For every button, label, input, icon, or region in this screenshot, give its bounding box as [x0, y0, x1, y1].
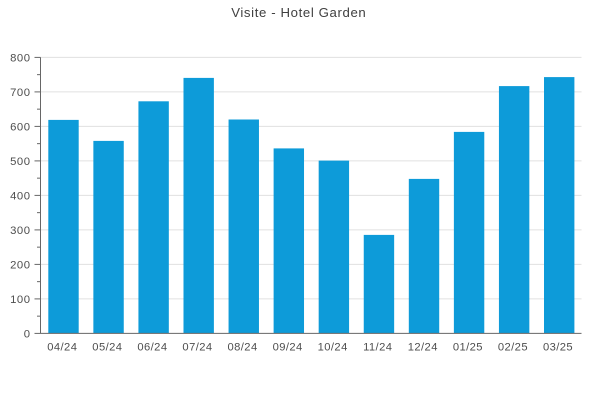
svg-text:06/24: 06/24: [137, 342, 167, 354]
svg-text:500: 500: [10, 156, 30, 168]
svg-text:700: 700: [10, 87, 30, 99]
svg-text:100: 100: [10, 294, 30, 306]
svg-text:0: 0: [24, 328, 31, 340]
svg-text:600: 600: [10, 121, 30, 133]
svg-text:10/24: 10/24: [318, 342, 348, 354]
svg-text:09/24: 09/24: [273, 342, 303, 354]
svg-text:800: 800: [10, 52, 30, 64]
svg-text:01/25: 01/25: [453, 342, 483, 354]
svg-text:200: 200: [10, 259, 30, 271]
svg-text:02/25: 02/25: [498, 342, 528, 354]
svg-text:400: 400: [10, 190, 30, 202]
svg-text:04/24: 04/24: [47, 342, 77, 354]
svg-text:Visite - Hotel Garden: Visite - Hotel Garden: [231, 5, 366, 20]
svg-text:05/24: 05/24: [92, 342, 122, 354]
svg-text:12/24: 12/24: [408, 342, 438, 354]
svg-text:11/24: 11/24: [363, 342, 392, 354]
svg-text:07/24: 07/24: [182, 342, 212, 354]
svg-text:300: 300: [10, 225, 30, 237]
svg-text:08/24: 08/24: [228, 342, 258, 354]
svg-text:03/25: 03/25: [543, 342, 573, 354]
